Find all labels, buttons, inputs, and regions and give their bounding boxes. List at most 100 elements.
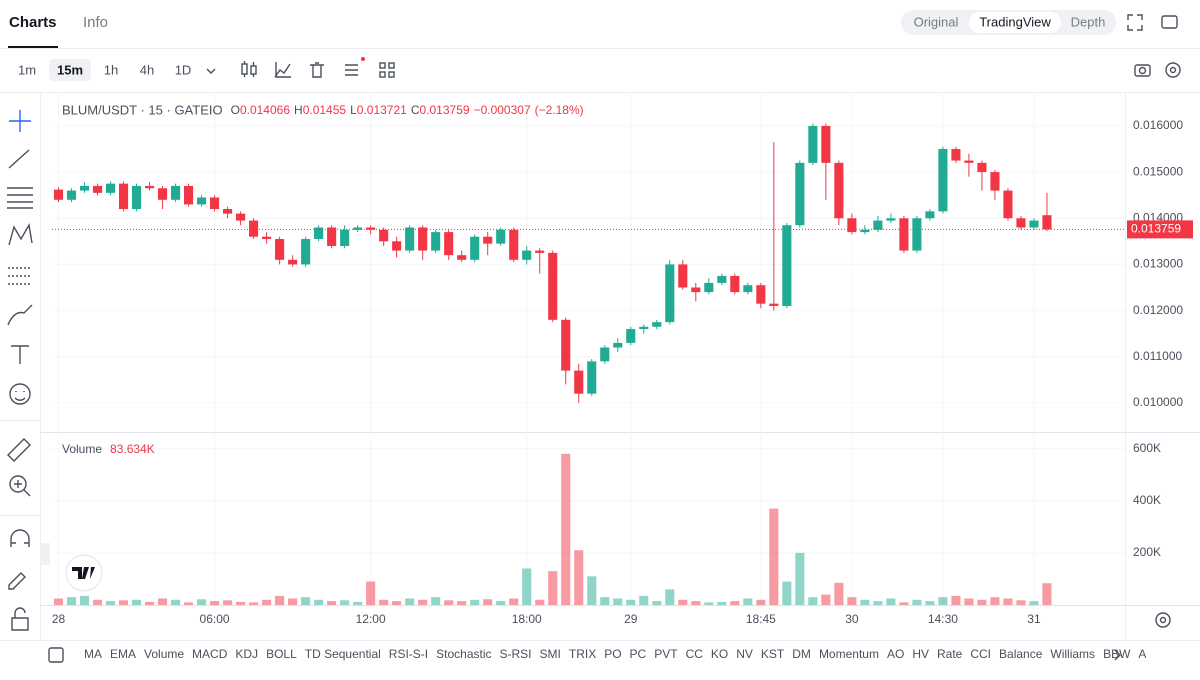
indicator-link[interactable]: CC xyxy=(686,647,704,661)
candle-body xyxy=(340,229,350,246)
volume-tick-label: 400K xyxy=(1133,493,1161,507)
volume-bar xyxy=(288,598,298,605)
zoom-tool[interactable] xyxy=(9,475,27,493)
collapse-handle[interactable] xyxy=(41,543,50,565)
candle-type-icon[interactable] xyxy=(241,61,257,77)
view-mode[interactable]: Depth xyxy=(1071,14,1106,29)
indicator-link[interactable]: SMI xyxy=(540,647,561,661)
tab[interactable]: Info xyxy=(83,14,108,31)
candle-body xyxy=(886,218,896,221)
indicator-link[interactable]: TD Sequential xyxy=(305,647,381,661)
indicator-link[interactable]: RSI-S-I xyxy=(389,647,428,661)
indicator-link[interactable]: BOLL xyxy=(266,647,297,661)
indicator-link[interactable]: Balance xyxy=(999,647,1043,661)
fib-tool[interactable] xyxy=(7,187,33,209)
indicator-link[interactable]: Williams xyxy=(1050,647,1095,661)
zoom-plus xyxy=(14,480,31,497)
volume-bar xyxy=(730,601,740,605)
pattern-tool[interactable] xyxy=(8,222,33,246)
y-tick-label: 0.010000 xyxy=(1133,395,1183,409)
candle-body xyxy=(652,322,662,327)
trendline-tool[interactable] xyxy=(8,149,30,169)
delete-icon[interactable] xyxy=(310,62,324,78)
indicator-link[interactable]: PO xyxy=(604,647,621,661)
volume-bar xyxy=(873,601,883,605)
indicator-panel-icon[interactable] xyxy=(48,647,64,663)
candle-body xyxy=(808,125,818,163)
volume-bar xyxy=(600,597,610,605)
window-icon[interactable] xyxy=(1161,15,1178,29)
projection-tool[interactable] xyxy=(8,267,32,285)
volume-bar xyxy=(938,597,948,605)
indicator-link[interactable]: KDJ xyxy=(235,647,258,661)
indicator-link[interactable]: BBW xyxy=(1103,647,1131,661)
ohlc-key: O xyxy=(231,103,240,117)
interval-dropdown[interactable] xyxy=(206,68,216,74)
indicator-link[interactable]: Rate xyxy=(937,647,963,661)
change-value: −0.000307 xyxy=(474,103,531,117)
chart-settings-icon[interactable] xyxy=(1165,62,1181,78)
volume-title: Volume xyxy=(62,442,102,456)
settings-list-icon[interactable] xyxy=(345,64,358,76)
indicator-link[interactable]: CCI xyxy=(970,647,991,661)
interval[interactable]: 4h xyxy=(140,62,154,77)
interval[interactable]: 1h xyxy=(104,62,118,77)
volume-bar xyxy=(131,599,142,605)
left-tools[interactable] xyxy=(7,110,33,631)
volume-bar xyxy=(184,602,194,605)
indicator-scroll[interactable] xyxy=(1114,649,1121,661)
emoji-tool[interactable] xyxy=(9,383,31,405)
x-tick-label: 29 xyxy=(624,612,638,626)
volume-bar xyxy=(1029,601,1039,605)
indicator-link[interactable]: A xyxy=(1138,647,1146,661)
volume-bar xyxy=(990,597,1000,605)
indicator-link[interactable]: AO xyxy=(887,647,904,661)
layout-icon[interactable] xyxy=(379,62,395,78)
snapshot-icon[interactable] xyxy=(1134,64,1151,77)
view-mode[interactable]: Original xyxy=(914,14,959,29)
indicator-link[interactable]: Volume xyxy=(144,647,184,661)
indicator-link[interactable]: DM xyxy=(792,647,811,661)
indicator-link[interactable]: S-RSI xyxy=(500,647,532,661)
brush-tool[interactable] xyxy=(7,304,33,326)
interval[interactable]: 15m xyxy=(57,62,83,77)
indicator-link[interactable]: KST xyxy=(761,647,785,661)
indicator-link[interactable]: Momentum xyxy=(819,647,879,661)
indicator-link[interactable]: TRIX xyxy=(569,647,596,661)
indicator-link[interactable]: KO xyxy=(711,647,728,661)
candle-body xyxy=(795,162,805,226)
interval[interactable]: 1m xyxy=(18,62,36,77)
lock-tool[interactable] xyxy=(11,607,29,631)
x-tick-label: 28 xyxy=(52,612,66,626)
indicator-icon[interactable] xyxy=(274,62,291,78)
volume-bar xyxy=(171,599,181,605)
lock-draw-tool[interactable] xyxy=(8,572,26,590)
interval[interactable]: 1D xyxy=(175,62,192,77)
candle-body xyxy=(600,347,610,362)
candle-body xyxy=(118,183,129,210)
axis-settings-icon[interactable] xyxy=(1155,612,1171,628)
indicator-link[interactable]: NV xyxy=(736,647,753,661)
volume-value: 83.634K xyxy=(110,442,155,456)
magnet-tool[interactable] xyxy=(10,529,30,547)
crosshair-tool[interactable] xyxy=(9,110,31,132)
volume-bar xyxy=(977,599,987,605)
candle-body xyxy=(704,282,714,293)
view-mode[interactable]: TradingView xyxy=(979,14,1051,29)
volume-bar xyxy=(379,599,389,605)
fullscreen-icon[interactable] xyxy=(1127,14,1143,31)
indicator-link[interactable]: MACD xyxy=(192,647,228,661)
indicator-link[interactable]: PVT xyxy=(654,647,678,661)
ruler-tool[interactable] xyxy=(7,438,31,462)
tab[interactable]: Charts xyxy=(9,14,57,31)
candle-body xyxy=(131,185,142,210)
candle-body xyxy=(366,227,376,230)
candle-body xyxy=(743,285,753,293)
indicator-link[interactable]: MA xyxy=(84,647,102,661)
text-tool[interactable] xyxy=(11,345,29,364)
indicator-link[interactable]: PC xyxy=(630,647,647,661)
indicator-link[interactable]: EMA xyxy=(110,647,136,661)
candle-body xyxy=(379,229,389,242)
indicator-link[interactable]: HV xyxy=(912,647,929,661)
indicator-link[interactable]: Stochastic xyxy=(436,647,491,661)
